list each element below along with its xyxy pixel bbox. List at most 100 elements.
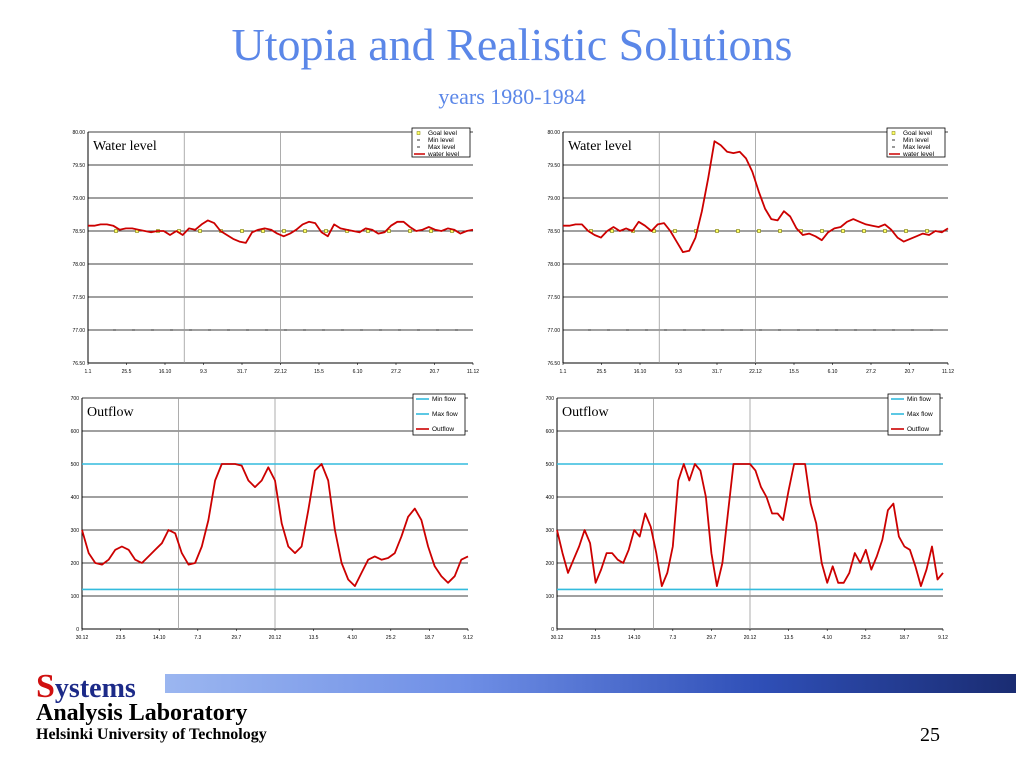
y-tick-label: 100: [71, 594, 80, 600]
goal-level-marker: [408, 229, 412, 233]
goal-level-marker: [925, 229, 929, 233]
legend-label: Max flow: [907, 411, 933, 418]
x-tick-label: 9.3: [200, 369, 207, 375]
x-tick-label: 20.7: [430, 369, 440, 375]
goal-level-marker: [841, 229, 845, 233]
x-tick-label: 22.12: [274, 369, 287, 375]
x-tick-label: 13.5: [309, 635, 319, 641]
y-tick-label: 0: [76, 627, 79, 633]
x-tick-label: 25.2: [386, 635, 396, 641]
goal-level-marker: [387, 229, 391, 233]
x-tick-label: 9.3: [675, 369, 682, 375]
y-tick-label: 700: [546, 396, 555, 402]
goal-level-marker: [240, 229, 244, 233]
x-tick-label: 20.7: [905, 369, 915, 375]
slide-subtitle: years 1980-1984: [438, 84, 586, 109]
goal-level-marker: [904, 229, 908, 233]
chart-title: Outflow: [562, 405, 610, 420]
y-tick-label: 300: [546, 528, 555, 534]
legend-label: Goal level: [428, 130, 457, 137]
goal-level-marker: [610, 229, 614, 233]
goal-level-marker: [862, 229, 866, 233]
legend-label: Min flow: [432, 396, 456, 403]
legend-label: Min level: [903, 137, 929, 144]
y-tick-label: 80.00: [547, 130, 560, 136]
goal-level-marker: [429, 229, 433, 233]
y-tick-label: 200: [546, 561, 555, 567]
x-tick-label: 16.10: [634, 369, 647, 375]
y-tick-label: 500: [546, 462, 555, 468]
goal-level-marker: [778, 229, 782, 233]
y-tick-label: 500: [71, 462, 80, 468]
x-tick-label: 29.7: [707, 635, 717, 641]
x-tick-label: 23.5: [116, 635, 126, 641]
y-tick-label: 300: [71, 528, 80, 534]
legend-box: [886, 127, 946, 158]
footer-gradient-bar: [165, 674, 1016, 693]
legend-label: Min flow: [907, 396, 931, 403]
x-tick-label: 20.12: [744, 635, 757, 641]
y-tick-label: 79.00: [547, 196, 560, 202]
y-tick-label: 77.00: [547, 328, 560, 334]
legend-label: Max flow: [432, 411, 458, 418]
x-tick-label: 1.1: [560, 369, 567, 375]
x-tick-label: 11.12: [942, 369, 954, 375]
outflow-series: [556, 463, 944, 587]
x-tick-label: 6.10: [828, 369, 838, 375]
outflow-series: [81, 463, 469, 587]
legend-box: [411, 127, 471, 158]
lab-name: Analysis Laboratory: [36, 700, 248, 726]
chart-title: Outflow: [87, 405, 135, 420]
logo-s-letter: S: [36, 668, 55, 705]
y-tick-label: 80.00: [72, 130, 85, 136]
chart-title: Water level: [568, 139, 632, 154]
legend-label: Goal level: [903, 130, 932, 137]
x-tick-label: 25.2: [861, 635, 871, 641]
logo-rest: ystems: [54, 673, 136, 704]
water-level-series: [88, 219, 474, 244]
x-tick-label: 1.1: [85, 369, 92, 375]
university-name: Helsinki University of Technology: [36, 726, 267, 743]
x-tick-label: 23.5: [591, 635, 601, 641]
goal-level-marker: [198, 229, 202, 233]
y-tick-label: 78.00: [547, 262, 560, 268]
x-tick-label: 14.10: [153, 635, 166, 641]
y-tick-label: 76.50: [72, 361, 85, 367]
x-tick-label: 22.12: [749, 369, 762, 375]
legend-label: Outflow: [432, 426, 454, 433]
y-tick-label: 76.50: [547, 361, 560, 367]
systems-logo: Systems: [36, 668, 136, 706]
y-tick-label: 79.50: [547, 163, 560, 169]
legend-swatch-goal: [416, 131, 421, 135]
x-tick-label: 13.5: [784, 635, 794, 641]
y-tick-label: 78.50: [547, 229, 560, 235]
goal-level-marker: [757, 229, 761, 233]
y-tick-label: 77.50: [547, 295, 560, 301]
page-number: 25: [920, 724, 940, 746]
x-tick-label: 6.10: [353, 369, 363, 375]
legend-label: water level: [902, 151, 935, 158]
y-tick-label: 100: [546, 594, 555, 600]
y-tick-label: 400: [546, 495, 555, 501]
x-tick-label: 7.3: [669, 635, 676, 641]
legend-swatch-goal: [891, 131, 896, 135]
x-tick-label: 4.10: [347, 635, 357, 641]
x-tick-label: 25.5: [122, 369, 132, 375]
y-tick-label: 79.00: [72, 196, 85, 202]
legend-label: Max level: [903, 144, 931, 151]
x-tick-label: 18.7: [425, 635, 435, 641]
y-tick-label: 600: [546, 429, 555, 435]
y-tick-label: 0: [551, 627, 554, 633]
legend-label: Outflow: [907, 426, 929, 433]
x-tick-label: 30.12: [551, 635, 564, 641]
goal-level-marker: [715, 229, 719, 233]
x-tick-label: 31.7: [237, 369, 247, 375]
goal-level-marker: [673, 229, 677, 233]
legend-label: water level: [427, 151, 460, 158]
x-tick-label: 15.5: [314, 369, 324, 375]
y-tick-label: 400: [71, 495, 80, 501]
y-tick-label: 78.50: [72, 229, 85, 235]
